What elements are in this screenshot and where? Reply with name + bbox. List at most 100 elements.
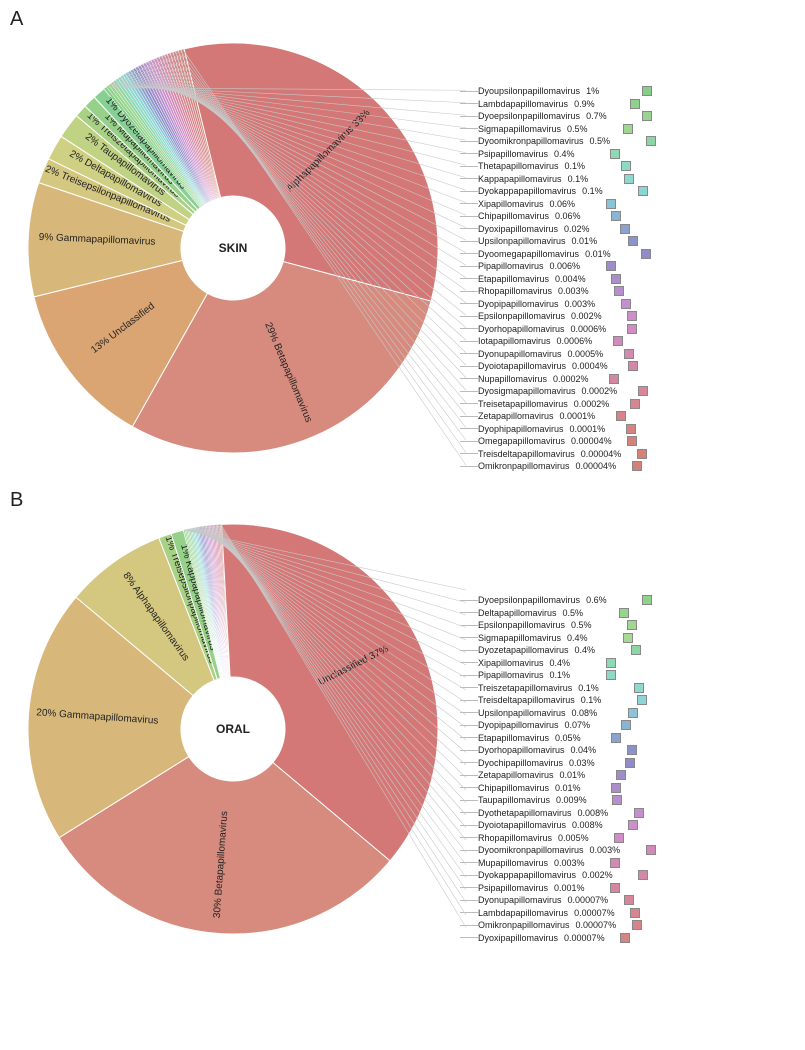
legend-row: Dyosigmapapillomavirus0.0002% — [460, 385, 656, 398]
legend-pct: 0.01% — [572, 236, 622, 246]
legend-pct: 0.00007% — [576, 920, 626, 930]
panel-B: B30% Betapapillomavirus20% Gammapapillom… — [8, 489, 797, 954]
legend-pct: 0.02% — [564, 224, 614, 234]
donut-chart: 30% Betapapillomavirus20% Gammapapilloma… — [8, 489, 468, 949]
legend-row: Dyochipapillomavirus0.03% — [460, 757, 656, 770]
legend-swatch — [642, 595, 652, 605]
legend-pct: 0.7% — [586, 111, 636, 121]
legend-swatch — [630, 399, 640, 409]
legend-name: Treisdeltapapillomavirus — [478, 449, 575, 459]
legend-swatch — [620, 933, 630, 943]
legend-name: Deltapapillomavirus — [478, 608, 557, 618]
legend-row: Dyoomikronpapillomavirus0.003% — [460, 844, 656, 857]
legend-name: Etapapillomavirus — [478, 274, 549, 284]
legend-row: Dyophipapillomavirus 0.0001% — [460, 422, 656, 435]
legend-swatch — [642, 86, 652, 96]
legend-row: Xipapillomavirus0.4% — [460, 657, 656, 670]
legend-row: Iotapapillomavirus0.0006% — [460, 335, 656, 348]
legend-name: Omegapapillomavirus — [478, 436, 565, 446]
legend-row: Upsilonpapillomavirus0.08% — [460, 707, 656, 720]
legend-swatch — [637, 449, 647, 459]
legend-row: Dyonupapillomavirus0.0005% — [460, 347, 656, 360]
legend-name: Dyokappapapillomavirus — [478, 870, 576, 880]
legend-swatch — [620, 224, 630, 234]
legend-name: Omikronpapillomavirus — [478, 461, 570, 471]
legend-row: Deltapapillomavirus 0.5% — [460, 607, 656, 620]
legend-swatch — [626, 424, 636, 434]
legend-name: Pipapillomavirus — [478, 261, 544, 271]
legend-pct: 0.05% — [555, 733, 605, 743]
legend-pct: 0.0005% — [568, 349, 618, 359]
legend-pct: 0.08% — [572, 708, 622, 718]
legend-swatch — [609, 374, 619, 384]
legend-pct: 0.9% — [574, 99, 624, 109]
legend-name: Rhopapillomavirus — [478, 286, 552, 296]
legend-row: Omikronpapillomavirus0.00007% — [460, 919, 656, 932]
legend-swatch — [613, 336, 623, 346]
legend-row: Dyoomegapapillomavirus0.01% — [460, 247, 656, 260]
legend-swatch — [616, 770, 626, 780]
legend-pct: 0.00004% — [571, 436, 621, 446]
legend-row: Etapapillomavirus0.004% — [460, 272, 656, 285]
legend-pct: 0.003% — [590, 845, 640, 855]
legend-row: Zetapapillomavirus0.0001% — [460, 410, 656, 423]
legend-row: Dyoepsilonpapillomavirus0.6% — [460, 594, 656, 607]
legend-pct: 0.001% — [554, 883, 604, 893]
legend-swatch — [623, 124, 633, 134]
legend-swatch — [638, 186, 648, 196]
legend-swatch — [634, 808, 644, 818]
center-label: ORAL — [216, 722, 250, 736]
legend-row: Dyoomikronpapillomavirus0.5% — [460, 135, 656, 148]
legend-row: Dyoepsilonpapillomavirus0.7% — [460, 110, 656, 123]
legend-pct: 0.00007% — [564, 933, 614, 943]
legend-pct: 0.005% — [558, 833, 608, 843]
legend-name: Iotapapillomavirus — [478, 336, 551, 346]
legend-pct: 0.03% — [569, 758, 619, 768]
legend-name: Thetapapillomavirus — [478, 161, 559, 171]
legend-name: Dyozetapapillomavirus — [478, 645, 569, 655]
legend-swatch — [624, 174, 634, 184]
legend-name: Chipapillomavirus — [478, 211, 549, 221]
legend-pct: 0.0001% — [570, 424, 620, 434]
legend-name: Zetapapillomavirus — [478, 770, 554, 780]
legend-name: Sigmapapillomavirus — [478, 124, 561, 134]
legend-swatch — [610, 883, 620, 893]
legend-swatch — [621, 720, 631, 730]
legend-pct: 0.5% — [563, 608, 613, 618]
legend-row: Dyonupapillomavirus0.00007% — [460, 894, 656, 907]
legend-swatch — [638, 870, 648, 880]
legend-pct: 0.5% — [567, 124, 617, 134]
legend-pct: 0.008% — [578, 808, 628, 818]
legend-pct: 0.06% — [550, 199, 600, 209]
legend-pct: 1% — [586, 86, 636, 96]
legend-row: Dyoupsilonpapillomavirus1% — [460, 85, 656, 98]
legend-name: Rhopapillomavirus — [478, 833, 552, 843]
legend-swatch — [624, 895, 634, 905]
legend-row: Omegapapillomavirus 0.00004% — [460, 435, 656, 448]
legend-row: Sigmapapillomavirus 0.5% — [460, 122, 656, 135]
legend-swatch — [606, 199, 616, 209]
legend-pct: 0.06% — [555, 211, 605, 221]
legend-name: Dyophipapillomavirus — [478, 424, 564, 434]
legend-swatch — [631, 645, 641, 655]
legend-row: Rhopapillomavirus0.003% — [460, 285, 656, 298]
legend-swatch — [623, 633, 633, 643]
legend-pct: 0.01% — [555, 783, 605, 793]
legend-name: Xipapillomavirus — [478, 199, 544, 209]
legend-swatch — [630, 908, 640, 918]
legend-pct: 0.5% — [571, 620, 621, 630]
legend-swatch — [632, 920, 642, 930]
legend-swatch — [611, 783, 621, 793]
legend-name: Treiszetapapillomavirus — [478, 683, 572, 693]
legend-row: Pipapillomavirus0.006% — [460, 260, 656, 273]
legend-swatch — [632, 461, 642, 471]
legend-name: Etapapillomavirus — [478, 733, 549, 743]
legend-row: Dyorhopapillomavirus0.0006% — [460, 322, 656, 335]
legend-name: Dyoxipapillomavirus — [478, 933, 558, 943]
legend-swatch — [614, 833, 624, 843]
legend-pct: 0.1% — [578, 683, 628, 693]
legend-row: Epsilonpapillomavirus0.5% — [460, 619, 656, 632]
legend-row: Thetapapillomavirus0.1% — [460, 160, 656, 173]
legend-name: Mupapillomavirus — [478, 858, 548, 868]
legend-swatch — [610, 149, 620, 159]
